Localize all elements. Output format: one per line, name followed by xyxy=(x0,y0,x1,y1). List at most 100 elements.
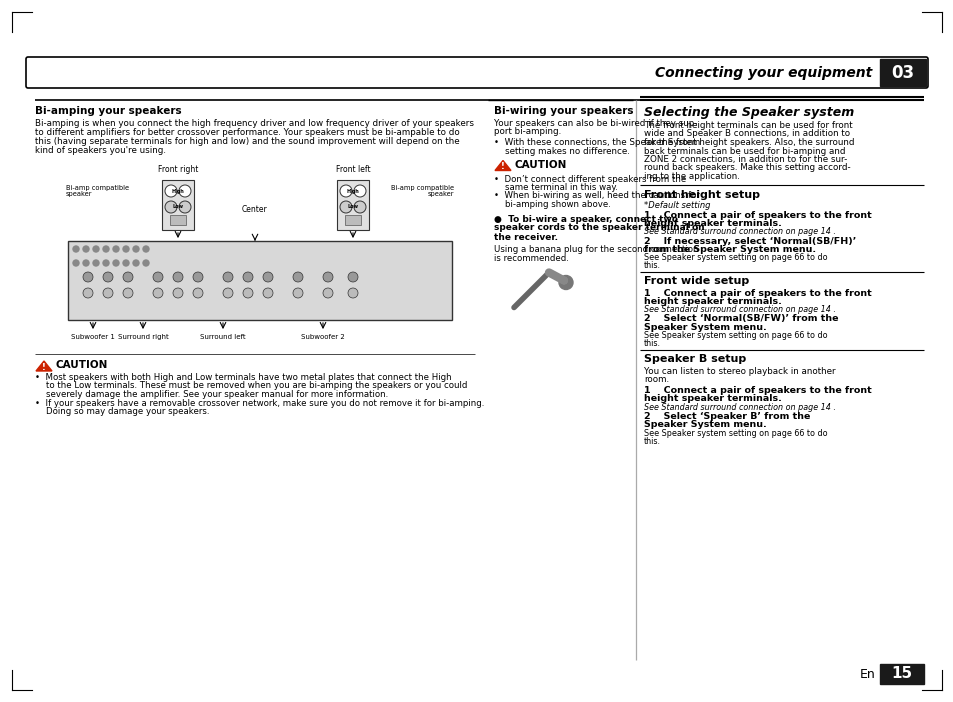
Text: Bi-amping is when you connect the high frequency driver and low frequency driver: Bi-amping is when you connect the high f… xyxy=(35,119,474,128)
Text: !: ! xyxy=(500,162,504,171)
Circle shape xyxy=(123,288,132,298)
Text: speaker: speaker xyxy=(66,191,92,197)
Text: Speaker B setup: Speaker B setup xyxy=(643,355,745,364)
Circle shape xyxy=(165,185,177,197)
Text: Speaker System menu.: Speaker System menu. xyxy=(643,322,766,331)
Circle shape xyxy=(152,288,163,298)
Circle shape xyxy=(143,260,149,266)
Text: kind of speakers you're using.: kind of speakers you're using. xyxy=(35,146,166,155)
Circle shape xyxy=(172,272,183,282)
Text: round back speakers. Make this setting accord-: round back speakers. Make this setting a… xyxy=(643,164,850,173)
Bar xyxy=(879,59,925,86)
Text: See Speaker system setting on page 66 to do: See Speaker system setting on page 66 to… xyxy=(643,429,827,438)
Circle shape xyxy=(83,288,92,298)
Text: See Speaker system setting on page 66 to do: See Speaker system setting on page 66 to… xyxy=(643,331,827,340)
Text: is recommended.: is recommended. xyxy=(494,254,568,263)
Text: !: ! xyxy=(42,362,46,371)
Circle shape xyxy=(323,288,333,298)
Text: port bi-amping.: port bi-amping. xyxy=(494,128,560,136)
Text: height speaker terminals.: height speaker terminals. xyxy=(643,296,781,305)
Circle shape xyxy=(112,260,119,266)
Text: Subwoofer 1: Subwoofer 1 xyxy=(71,334,114,340)
Circle shape xyxy=(165,201,177,213)
Circle shape xyxy=(560,277,566,284)
Text: bi-amping shown above.: bi-amping shown above. xyxy=(494,200,610,209)
Circle shape xyxy=(243,272,253,282)
Text: Bi-wiring your speakers: Bi-wiring your speakers xyxy=(494,106,633,116)
Circle shape xyxy=(223,288,233,298)
Text: 1    Connect a pair of speakers to the front: 1 Connect a pair of speakers to the fron… xyxy=(643,289,871,298)
Text: ing to the application.: ing to the application. xyxy=(643,172,740,181)
Text: Center: Center xyxy=(242,205,268,214)
Text: See Speaker system setting on page 66 to do: See Speaker system setting on page 66 to… xyxy=(643,253,827,263)
Circle shape xyxy=(103,246,109,252)
Text: Bi-amping your speakers: Bi-amping your speakers xyxy=(35,106,181,116)
Text: this.: this. xyxy=(643,340,660,348)
Text: Front wide setup: Front wide setup xyxy=(643,277,748,286)
Circle shape xyxy=(323,272,333,282)
Text: Low: Low xyxy=(172,204,183,209)
Circle shape xyxy=(83,260,89,266)
Bar xyxy=(345,215,360,225)
Text: back terminals can be used for bi-amping and: back terminals can be used for bi-amping… xyxy=(643,147,844,156)
Circle shape xyxy=(152,272,163,282)
Bar xyxy=(879,664,923,684)
Text: Surround left: Surround left xyxy=(200,334,246,340)
Text: Surround right: Surround right xyxy=(117,334,168,340)
Text: the receiver.: the receiver. xyxy=(494,232,558,241)
Text: 2    Select ‘Normal(SB/FW)’ from the: 2 Select ‘Normal(SB/FW)’ from the xyxy=(643,314,838,324)
Text: The front height terminals can be used for front: The front height terminals can be used f… xyxy=(643,121,852,130)
Circle shape xyxy=(223,272,233,282)
Text: Front left: Front left xyxy=(335,165,370,174)
Bar xyxy=(170,215,186,225)
Text: this.: this. xyxy=(643,262,660,270)
Circle shape xyxy=(73,260,79,266)
Text: Bi-amp compatible: Bi-amp compatible xyxy=(66,185,129,191)
Text: Speaker System menu.: Speaker System menu. xyxy=(643,420,766,429)
Text: Bi-amp compatible: Bi-amp compatible xyxy=(391,185,454,191)
Circle shape xyxy=(339,185,352,197)
Circle shape xyxy=(83,272,92,282)
Circle shape xyxy=(103,272,112,282)
Text: to different amplifiers for better crossover performance. Your speakers must be : to different amplifiers for better cross… xyxy=(35,128,459,137)
Circle shape xyxy=(112,246,119,252)
Text: CAUTION: CAUTION xyxy=(515,159,567,169)
Text: height speaker terminals.: height speaker terminals. xyxy=(643,218,781,227)
Text: •  When bi-wiring as well, heed the cautions for: • When bi-wiring as well, heed the cauti… xyxy=(494,192,699,201)
Circle shape xyxy=(339,201,352,213)
Circle shape xyxy=(132,260,139,266)
Text: from the Speaker System menu.: from the Speaker System menu. xyxy=(643,244,815,253)
Circle shape xyxy=(354,201,366,213)
Circle shape xyxy=(293,272,303,282)
Circle shape xyxy=(193,272,203,282)
Circle shape xyxy=(123,246,129,252)
Text: See Standard surround connection on page 14 .: See Standard surround connection on page… xyxy=(643,403,835,412)
Text: this.: this. xyxy=(643,437,660,446)
Circle shape xyxy=(193,288,203,298)
Text: 1    Connect a pair of speakers to the front: 1 Connect a pair of speakers to the fron… xyxy=(643,386,871,395)
Text: ZONE 2 connections, in addition to for the sur-: ZONE 2 connections, in addition to for t… xyxy=(643,155,846,164)
Polygon shape xyxy=(36,361,52,371)
Text: Doing so may damage your speakers.: Doing so may damage your speakers. xyxy=(35,407,210,416)
Circle shape xyxy=(132,246,139,252)
Text: You can listen to stereo playback in another: You can listen to stereo playback in ano… xyxy=(643,366,835,376)
Bar xyxy=(162,180,193,230)
Text: Subwoofer 2: Subwoofer 2 xyxy=(301,334,345,340)
Polygon shape xyxy=(495,161,511,171)
Circle shape xyxy=(179,201,191,213)
Circle shape xyxy=(348,288,357,298)
Text: setting makes no difference.: setting makes no difference. xyxy=(494,147,629,156)
Bar xyxy=(68,241,452,320)
Text: Low: Low xyxy=(347,204,358,209)
Circle shape xyxy=(103,260,109,266)
Text: En: En xyxy=(860,668,875,680)
Circle shape xyxy=(172,288,183,298)
Text: 1    Connect a pair of speakers to the front: 1 Connect a pair of speakers to the fron… xyxy=(643,211,871,220)
Text: CAUTION: CAUTION xyxy=(56,360,109,370)
Circle shape xyxy=(103,288,112,298)
Circle shape xyxy=(123,272,132,282)
Text: •  With these connections, the Speaker System: • With these connections, the Speaker Sy… xyxy=(494,138,700,147)
Circle shape xyxy=(92,260,99,266)
Text: room.: room. xyxy=(643,375,668,384)
Text: •  If your speakers have a removable crossover network, make sure you do not rem: • If your speakers have a removable cros… xyxy=(35,399,484,407)
